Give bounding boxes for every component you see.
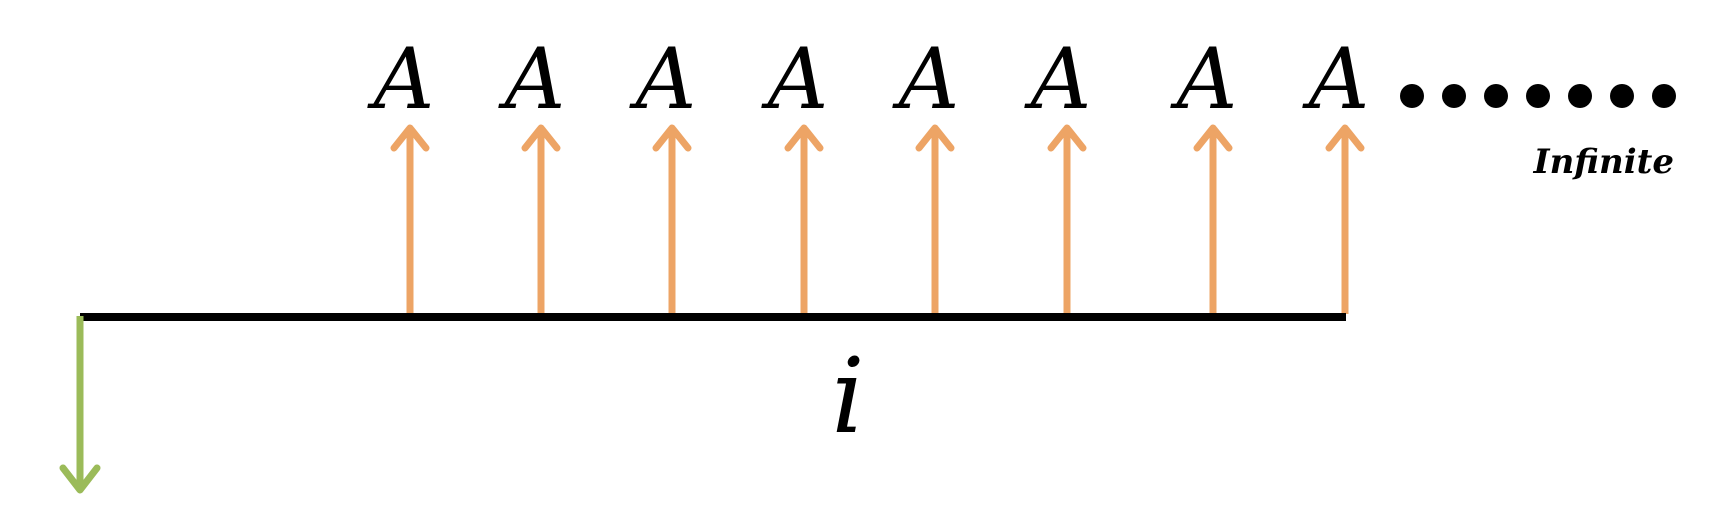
continuation-dot	[1526, 84, 1550, 108]
infinite-label: Infinite	[1533, 142, 1674, 182]
continuation-dot	[1484, 84, 1508, 108]
continuation-dot	[1442, 84, 1466, 108]
payment-arrow-head	[1047, 124, 1087, 152]
payment-6: A	[1024, 30, 1092, 314]
payment-label: A	[1024, 30, 1092, 128]
payment-label: A	[892, 30, 960, 128]
payment-label: A	[498, 30, 566, 128]
continuation-dot	[1610, 84, 1634, 108]
present-value-arrow	[59, 316, 101, 494]
payment-arrow-head	[521, 124, 561, 152]
payment-2: A	[498, 30, 566, 314]
continuation-dot	[1652, 84, 1676, 108]
payment-label: A	[1302, 30, 1370, 128]
payment-arrow-head	[1193, 124, 1233, 152]
payment-label: A	[629, 30, 697, 128]
payment-arrow-head	[1325, 124, 1365, 152]
payment-label: A	[761, 30, 829, 128]
payment-7: A	[1170, 30, 1238, 314]
payment-arrow-head	[784, 124, 824, 152]
payment-arrow-head	[652, 124, 692, 152]
payment-5: A	[892, 30, 960, 314]
payment-1: A	[367, 30, 435, 314]
payment-3: A	[629, 30, 697, 314]
continuation-dot	[1568, 84, 1592, 108]
interest-rate-label: i	[831, 335, 864, 457]
payment-8: A	[1302, 30, 1370, 314]
payment-label: A	[367, 30, 435, 128]
continuation-dots	[1400, 84, 1676, 108]
payment-arrow-head	[390, 124, 430, 152]
pv-arrow-head	[59, 464, 101, 494]
continuation-dot	[1400, 84, 1424, 108]
payment-4: A	[761, 30, 829, 314]
payment-arrow-head	[915, 124, 955, 152]
payment-label: A	[1170, 30, 1238, 128]
